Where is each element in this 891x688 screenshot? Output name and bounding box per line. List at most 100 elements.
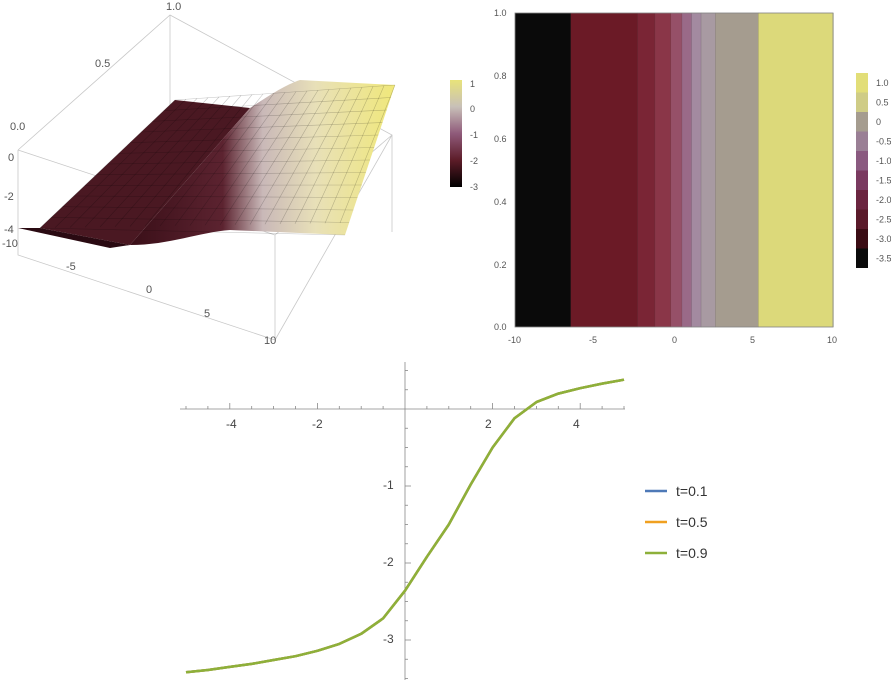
t-tick: 1.0: [166, 1, 181, 13]
x-tick-label: 4: [573, 417, 580, 431]
y-axis-ticks: 1.0 0.8 0.6 0.4 0.2 0.0: [494, 8, 507, 332]
mesh-line: [264, 88, 341, 225]
legend-label: t=0.9: [676, 545, 708, 561]
y-tick: 0.2: [494, 260, 507, 270]
y-tick: 0.0: [494, 322, 507, 332]
mesh-line: [204, 91, 297, 226]
contour-band: [691, 12, 702, 328]
mesh-line: [174, 84, 396, 101]
surface: [18, 80, 395, 248]
line-chart: -4 -2 2 4 -1 -2 -3 t=0.1 t=0.5 t=0.9: [180, 362, 708, 680]
colorbar-tick: -1.5: [876, 176, 891, 186]
t-tick: 0.5: [95, 58, 110, 70]
mesh-line: [309, 86, 374, 224]
mesh-line: [294, 87, 363, 224]
x-tick-label: -4: [226, 417, 237, 431]
y-tick: 0.6: [494, 134, 507, 144]
x-tick: 0: [672, 335, 677, 345]
legend-label: t=0.1: [676, 483, 708, 499]
colorbar-tick: -3.5: [876, 254, 891, 264]
mesh-line: [62, 206, 354, 211]
y-tick-labels: -1 -2 -3: [383, 478, 394, 646]
mesh-line: [54, 99, 187, 228]
contour-band: [700, 12, 717, 328]
x-tick-label: -2: [312, 417, 323, 431]
colorbar-swatch: [856, 209, 868, 229]
x-tick: -5: [589, 335, 597, 345]
legend-label: t=0.5: [676, 514, 708, 530]
mesh-line: [51, 217, 350, 223]
x-tick-labels: -4 -2 2 4: [226, 417, 580, 431]
mesh-line: [234, 90, 319, 225]
contour-plot: 1.0 0.8 0.6 0.4 0.2 0.0 -10 -5 0 5 10 1.…: [494, 8, 891, 345]
t-tick: 0.0: [10, 121, 25, 133]
colorbar-tick: 0.5: [876, 98, 889, 108]
y-tick: 0.4: [494, 197, 507, 207]
mesh-line: [249, 89, 330, 225]
series-line-t09: [185, 378, 625, 674]
colorbar-tick: -2.5: [876, 215, 891, 225]
z-tick: -2: [4, 191, 14, 203]
series-lines: [185, 378, 625, 674]
mesh-line: [84, 97, 209, 228]
contour-band: [654, 12, 672, 328]
x-tick: 0: [146, 284, 152, 296]
contour-band: [670, 12, 683, 328]
x-tick: 10: [264, 335, 276, 347]
colorbar-swatch: [856, 151, 868, 171]
t-axis-ticks: 1.0 0.5 0.0: [10, 1, 181, 133]
colorbar-tick: -1.0: [876, 156, 891, 166]
contour-bands: [514, 12, 834, 328]
colorbar-swatch: [856, 170, 868, 190]
contour-band: [715, 12, 759, 328]
mesh-line: [339, 84, 396, 224]
y-tick: 0.8: [494, 71, 507, 81]
mesh-line: [163, 97, 391, 111]
contour-band: [637, 12, 656, 328]
mesh-line: [39, 99, 176, 229]
mesh-line: [114, 96, 231, 227]
x-tick-label: 2: [485, 417, 492, 431]
mesh-line: [144, 94, 253, 227]
mesh-line: [174, 93, 275, 226]
legend: t=0.1 t=0.5 t=0.9: [645, 483, 708, 561]
mesh-line: [279, 87, 352, 225]
z-axis-ticks: 0 -2 -4: [4, 152, 14, 236]
z-tick: -4: [4, 224, 14, 236]
mesh-line: [73, 195, 358, 198]
y-tick-label: -3: [383, 632, 394, 646]
axis-tick-marks: [185, 370, 625, 679]
mesh-line: [118, 147, 375, 154]
colorbar-tick: 0: [876, 117, 881, 127]
contour-band: [570, 12, 639, 328]
mesh-line: [69, 98, 198, 228]
z-tick: 0: [8, 152, 14, 164]
colorbar-tick: -2.0: [876, 195, 891, 205]
x-tick: 10: [827, 335, 837, 345]
colorbar-3d: 1 0 -1 -2 -3: [450, 79, 478, 192]
colorbar-swatch: [856, 190, 868, 210]
surface-left-edge: [18, 228, 130, 248]
mesh-line: [324, 85, 385, 224]
x-axis-ticks: -10 -5 0 5 10: [508, 335, 837, 345]
colorbar-tick: -1: [470, 130, 478, 140]
surface-front-low: [40, 100, 250, 245]
contour-band: [514, 12, 572, 328]
surface-plot-3d: 1.0 0.5 0.0 0 -2 -4 -10 -5 0 5 10 1 0 -1…: [2, 1, 478, 347]
contour-band: [681, 12, 693, 328]
surface-main: [130, 80, 395, 245]
y-tick: 1.0: [494, 8, 507, 18]
mesh-line: [39, 227, 346, 236]
colorbar-swatch: [856, 248, 868, 268]
mesh-line: [189, 92, 286, 226]
x-tick: -10: [508, 335, 521, 345]
y-tick-label: -2: [383, 555, 394, 569]
mesh-line: [129, 134, 379, 143]
x-tick: 5: [204, 308, 210, 320]
colorbar-tick: -2: [470, 156, 478, 166]
x-tick: -5: [66, 261, 76, 273]
plot-frame: [514, 12, 834, 328]
colorbar-tick: 0: [470, 104, 475, 114]
colorbar-tick: 1: [470, 79, 475, 89]
colorbar-contour: 1.0 0.5 0 -0.5 -1.0 -1.5 -2.0 -2.5 -3.0 -3.5: [856, 73, 891, 268]
